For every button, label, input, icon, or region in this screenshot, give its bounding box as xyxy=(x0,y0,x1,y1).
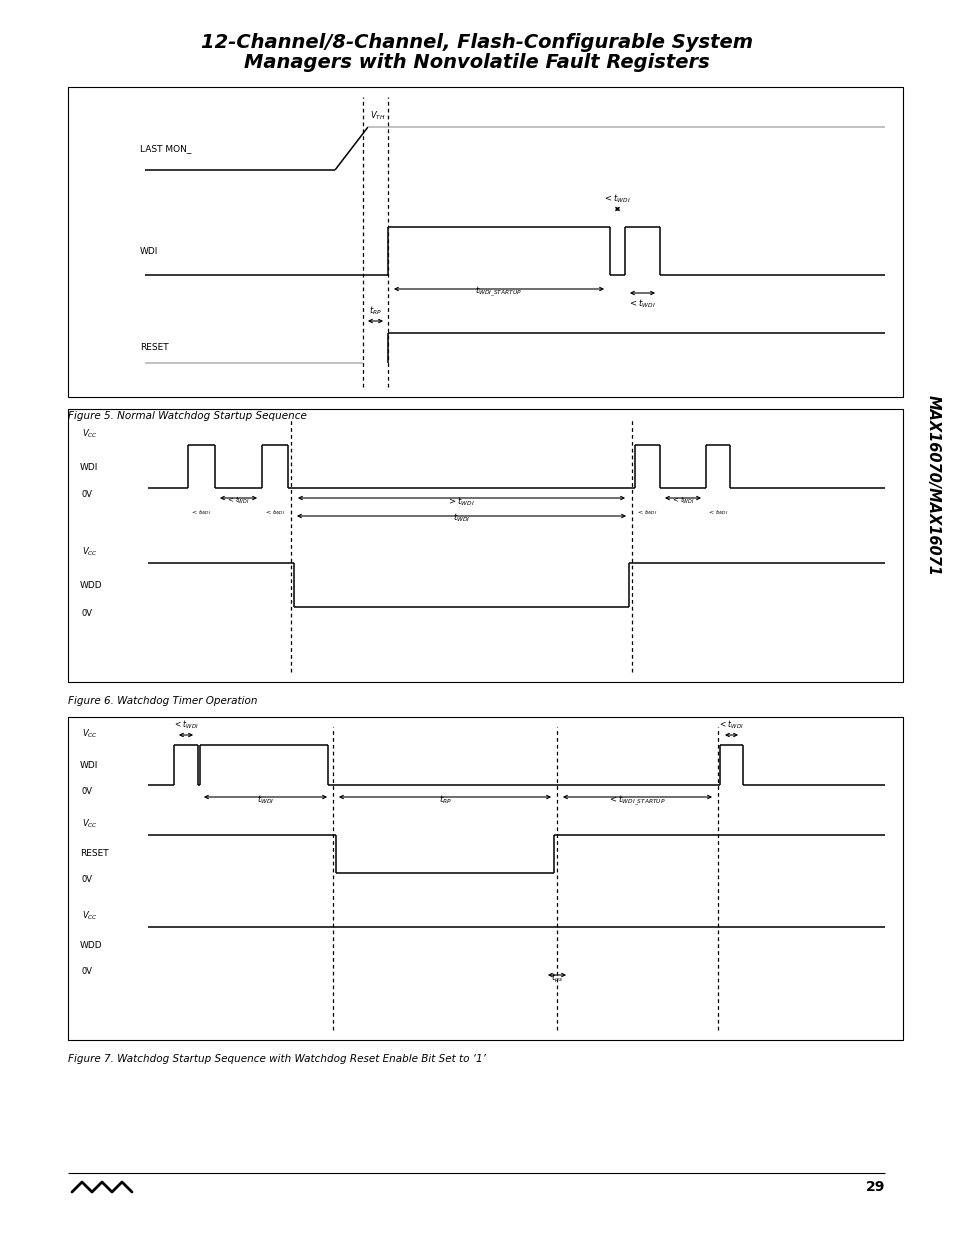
Text: < $t_{WDI}$: < $t_{WDI}$ xyxy=(264,508,285,517)
Text: < $t_{WDI\_STARTUP}$: < $t_{WDI\_STARTUP}$ xyxy=(609,794,665,809)
Text: 29: 29 xyxy=(864,1179,884,1194)
Text: Figure 7. Watchdog Startup Sequence with Watchdog Reset Enable Bit Set to ‘1’: Figure 7. Watchdog Startup Sequence with… xyxy=(68,1053,485,1065)
Text: $t_{\mu s}$: $t_{\mu s}$ xyxy=(551,972,562,986)
Bar xyxy=(909,125,953,1040)
Text: $t_{RP}$: $t_{RP}$ xyxy=(438,794,451,806)
Text: 0V: 0V xyxy=(82,876,92,884)
Text: RESET: RESET xyxy=(140,343,169,352)
Text: < $t_{WDI}$: < $t_{WDI}$ xyxy=(637,508,657,517)
Text: WDI: WDI xyxy=(80,462,98,472)
Text: < $t_{WDI}$: < $t_{WDI}$ xyxy=(603,193,630,205)
Text: 0V: 0V xyxy=(82,609,92,618)
Text: 0V: 0V xyxy=(82,967,92,976)
Text: < $t_{WDI}$: < $t_{WDI}$ xyxy=(707,508,727,517)
Text: $V_{CC}$: $V_{CC}$ xyxy=(82,727,98,740)
Text: LAST MON_: LAST MON_ xyxy=(140,144,192,153)
Text: $t_{WDI}$: $t_{WDI}$ xyxy=(453,513,470,525)
Text: < $t_{WDI}$: < $t_{WDI}$ xyxy=(719,719,743,731)
Text: WDI: WDI xyxy=(140,247,158,256)
Text: WDD: WDD xyxy=(80,580,103,589)
Text: $V_{CC}$: $V_{CC}$ xyxy=(82,818,98,830)
Text: RESET: RESET xyxy=(80,850,109,858)
Text: $t_{RP}$: $t_{RP}$ xyxy=(369,305,381,317)
Text: $t_{WDI}$: $t_{WDI}$ xyxy=(256,794,274,806)
Bar xyxy=(68,409,902,682)
Text: WDD: WDD xyxy=(80,941,103,951)
Text: < $t_{WDI}$: < $t_{WDI}$ xyxy=(671,495,694,506)
Text: $V_{CC}$: $V_{CC}$ xyxy=(82,909,98,923)
Text: Figure 5. Normal Watchdog Startup Sequence: Figure 5. Normal Watchdog Startup Sequen… xyxy=(68,411,307,421)
Bar xyxy=(68,86,902,396)
Text: < $t_{WDI}$: < $t_{WDI}$ xyxy=(191,508,212,517)
Text: $V_{TH}$: $V_{TH}$ xyxy=(370,110,385,122)
Text: $t_{WDI\_STARTUP}$: $t_{WDI\_STARTUP}$ xyxy=(475,285,522,299)
Bar xyxy=(68,718,902,1040)
Text: Managers with Nonvolatile Fault Registers: Managers with Nonvolatile Fault Register… xyxy=(244,53,709,73)
Text: < $t_{WDI}$: < $t_{WDI}$ xyxy=(628,296,656,310)
Text: < $t_{WDI}$: < $t_{WDI}$ xyxy=(173,719,198,731)
Text: MAX16070/MAX16071: MAX16070/MAX16071 xyxy=(924,394,940,576)
Text: 0V: 0V xyxy=(82,787,92,797)
Text: $V_{CC}$: $V_{CC}$ xyxy=(82,427,98,440)
Text: 0V: 0V xyxy=(82,490,92,499)
Text: > $t_{WDI}$: > $t_{WDI}$ xyxy=(448,495,475,508)
Text: WDI: WDI xyxy=(80,761,98,769)
Text: $V_{CC}$: $V_{CC}$ xyxy=(82,546,98,558)
Text: 12-Channel/8-Channel, Flash-Configurable System: 12-Channel/8-Channel, Flash-Configurable… xyxy=(201,33,752,53)
Text: Figure 6. Watchdog Timer Operation: Figure 6. Watchdog Timer Operation xyxy=(68,697,257,706)
Text: < $t_{WDI}$: < $t_{WDI}$ xyxy=(227,495,250,506)
